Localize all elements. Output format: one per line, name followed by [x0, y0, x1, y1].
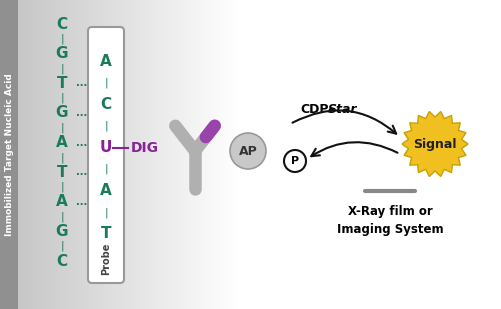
Text: C: C	[57, 253, 68, 269]
Text: A: A	[56, 135, 68, 150]
Text: ...: ...	[76, 108, 88, 118]
Text: C: C	[57, 16, 68, 32]
FancyArrowPatch shape	[293, 110, 396, 134]
Text: T: T	[57, 76, 67, 91]
Bar	[0, 0, 18, 309]
FancyBboxPatch shape	[88, 27, 124, 283]
Text: G: G	[56, 105, 68, 121]
Text: |: |	[60, 182, 64, 192]
Text: |: |	[60, 122, 64, 133]
Text: ...: ...	[76, 78, 88, 88]
Text: C: C	[100, 97, 112, 112]
Text: |: |	[60, 152, 64, 163]
Text: |: |	[104, 121, 108, 131]
Text: T: T	[57, 165, 67, 180]
Text: CDP-: CDP-	[300, 103, 333, 116]
Text: ...: ...	[76, 197, 88, 207]
Text: |: |	[60, 93, 64, 103]
Text: |: |	[60, 63, 64, 74]
Text: AP: AP	[238, 145, 258, 158]
Text: ...: ...	[76, 167, 88, 177]
Text: |: |	[60, 241, 64, 252]
Text: |: |	[60, 211, 64, 222]
Text: A: A	[56, 194, 68, 209]
Text: Probe: Probe	[101, 243, 111, 275]
FancyArrowPatch shape	[311, 142, 397, 156]
Text: Star: Star	[328, 103, 358, 116]
Text: Signal: Signal	[413, 138, 457, 150]
Bar	[238, 0, 501, 309]
Text: Immobilized Target Nucleic Acid: Immobilized Target Nucleic Acid	[5, 74, 14, 236]
Circle shape	[284, 150, 306, 172]
Text: |: |	[104, 164, 108, 174]
Text: G: G	[56, 46, 68, 61]
Text: A: A	[100, 183, 112, 198]
Text: X-Ray film or: X-Ray film or	[348, 205, 432, 218]
Text: |: |	[60, 34, 64, 44]
Text: ...: ...	[76, 138, 88, 147]
Text: |: |	[104, 207, 108, 218]
Text: Imaging System: Imaging System	[337, 222, 443, 235]
Circle shape	[230, 133, 266, 169]
Text: T: T	[101, 226, 111, 242]
Text: U: U	[100, 140, 112, 155]
Text: A: A	[100, 53, 112, 69]
Text: P: P	[291, 156, 299, 166]
Text: |: |	[104, 77, 108, 88]
Text: DIG: DIG	[131, 141, 159, 154]
Polygon shape	[402, 112, 468, 176]
Text: G: G	[56, 224, 68, 239]
